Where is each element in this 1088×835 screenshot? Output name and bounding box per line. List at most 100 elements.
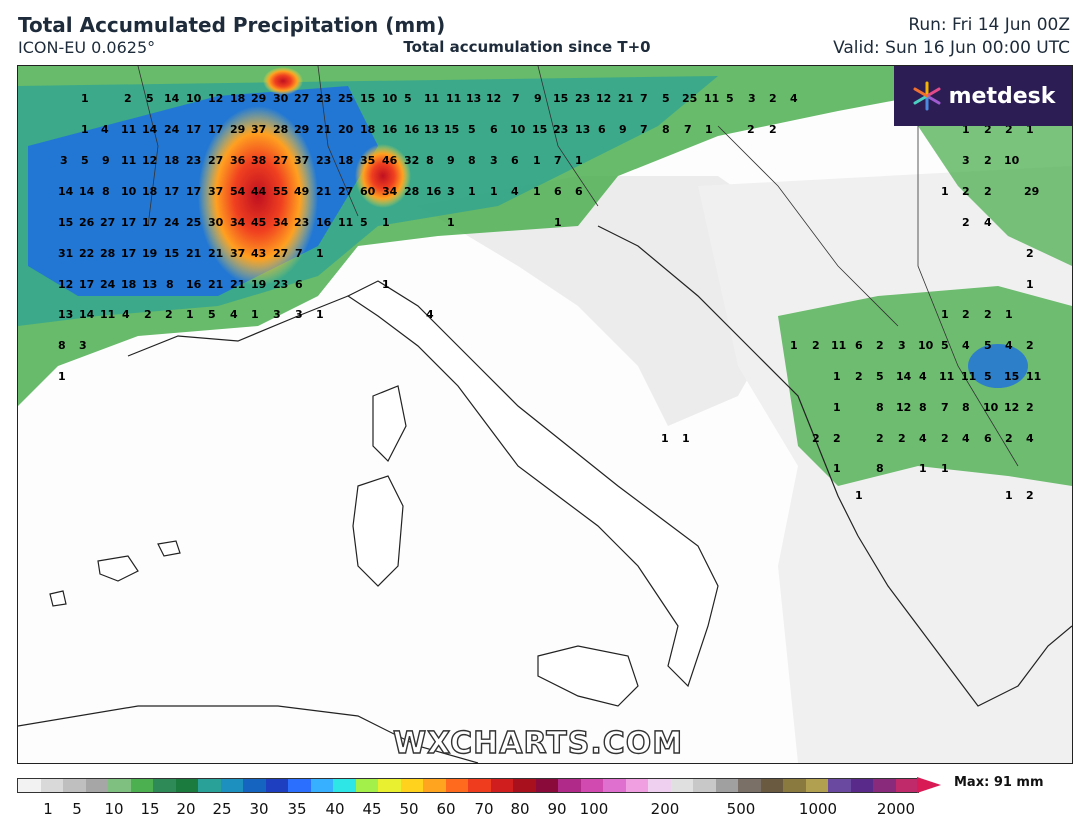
precip-value-label: 12 xyxy=(596,92,612,105)
metdesk-logo: metdesk xyxy=(894,66,1072,126)
precip-value-label: 30 xyxy=(208,216,224,229)
precip-value-label: 2 xyxy=(769,123,777,136)
precip-value-label: 35 xyxy=(360,154,376,167)
scale-segment xyxy=(265,779,288,792)
scale-tick-label: 5 xyxy=(72,800,82,818)
precip-value-label: 15 xyxy=(553,92,569,105)
precip-value-label: 17 xyxy=(164,185,180,198)
precip-value-label: 2 xyxy=(124,92,132,105)
precip-value-label: 3 xyxy=(60,154,68,167)
precip-value-label: 4 xyxy=(919,370,927,383)
accumulation-subtitle: Total accumulation since T+0 xyxy=(403,38,651,56)
greece-coast xyxy=(857,535,1072,707)
precip-value-label: 17 xyxy=(79,278,95,291)
precip-value-label: 15 xyxy=(164,247,180,260)
precip-balkans-blue xyxy=(968,344,1028,388)
precip-value-label: 14 xyxy=(164,92,180,105)
precip-value-label: 27 xyxy=(100,216,116,229)
precip-value-label: 15 xyxy=(360,92,376,105)
precip-value-label: 28 xyxy=(404,185,420,198)
precip-value-label: 27 xyxy=(338,185,354,198)
precip-value-label: 1 xyxy=(855,489,863,502)
precip-value-label: 24 xyxy=(164,216,180,229)
precip-value-label: 37 xyxy=(294,154,310,167)
precip-value-label: 30 xyxy=(273,92,289,105)
precip-value-label: 13 xyxy=(142,278,158,291)
precip-value-label: 1 xyxy=(468,185,476,198)
precip-value-label: 17 xyxy=(142,216,158,229)
valid-label: Valid: Sun 16 Jun 00:00 UTC xyxy=(833,38,1070,58)
sicily-outline xyxy=(537,645,639,707)
scale-segment xyxy=(558,779,581,792)
precip-value-label: 16 xyxy=(426,185,442,198)
scale-tick-label: 70 xyxy=(474,800,494,818)
scale-segment xyxy=(670,779,693,792)
precip-value-label: 11 xyxy=(121,123,137,136)
precip-value-label: 8 xyxy=(962,401,970,414)
precip-value-label: 22 xyxy=(79,247,95,260)
precip-value-label: 23 xyxy=(186,154,202,167)
scale-segment xyxy=(805,779,828,792)
precip-value-label: 16 xyxy=(382,123,398,136)
precip-value-label: 5 xyxy=(984,370,992,383)
precip-value-label: 55 xyxy=(273,185,289,198)
precip-value-label: 4 xyxy=(919,432,927,445)
precip-value-label: 5 xyxy=(208,308,216,321)
precip-value-label: 45 xyxy=(251,216,267,229)
scale-tick-label: 500 xyxy=(726,800,756,818)
precip-value-label: 8 xyxy=(166,278,174,291)
precip-value-label: 18 xyxy=(230,92,246,105)
precip-balkans xyxy=(778,286,1072,486)
precip-value-label: 2 xyxy=(1026,401,1034,414)
precip-value-label: 18 xyxy=(121,278,137,291)
precip-value-label: 10 xyxy=(918,339,934,352)
scale-segment xyxy=(490,779,513,792)
precip-value-label: 5 xyxy=(146,92,154,105)
precip-value-label: 23 xyxy=(294,216,310,229)
precip-value-label: 11 xyxy=(446,92,462,105)
precip-value-label: 1 xyxy=(316,247,324,260)
precip-value-label: 13 xyxy=(58,308,74,321)
precip-value-label: 34 xyxy=(273,216,289,229)
precip-value-label: 24 xyxy=(164,123,180,136)
precip-value-label: 6 xyxy=(490,123,498,136)
precip-value-label: 17 xyxy=(186,185,202,198)
precip-value-label: 21 xyxy=(618,92,634,105)
precip-value-label: 1 xyxy=(682,432,690,445)
precip-value-label: 7 xyxy=(684,123,692,136)
scale-segment xyxy=(445,779,468,792)
precip-value-label: 5 xyxy=(404,92,412,105)
scale-tick-label: 200 xyxy=(650,800,680,818)
precip-value-label: 9 xyxy=(447,154,455,167)
wxcharts-watermark: WXCHARTS.COM xyxy=(392,725,684,761)
precip-value-label: 1 xyxy=(941,462,949,475)
precip-value-label: 27 xyxy=(294,92,310,105)
scale-tick-label: 1 xyxy=(43,800,53,818)
precip-value-label: 10 xyxy=(1004,154,1020,167)
precip-value-label: 2 xyxy=(984,154,992,167)
precip-value-label: 11 xyxy=(704,92,720,105)
precip-value-label: 21 xyxy=(186,247,202,260)
precip-value-label: 6 xyxy=(511,154,519,167)
precip-value-label: 9 xyxy=(102,154,110,167)
precip-value-label: 29 xyxy=(1024,185,1040,198)
scale-segment xyxy=(63,779,86,792)
precip-value-label: 28 xyxy=(273,123,289,136)
precip-value-label: 1 xyxy=(81,123,89,136)
precip-value-label: 2 xyxy=(984,308,992,321)
scale-segment xyxy=(333,779,356,792)
border-lines xyxy=(137,66,1019,467)
scale-segment xyxy=(198,779,221,792)
scale-segment xyxy=(153,779,176,792)
precip-value-label: 6 xyxy=(295,278,303,291)
precip-value-label: 4 xyxy=(962,432,970,445)
precip-value-label: 25 xyxy=(682,92,698,105)
scale-segment xyxy=(783,779,806,792)
precip-value-label: 2 xyxy=(855,370,863,383)
precip-value-label: 3 xyxy=(447,185,455,198)
precip-value-label: 4 xyxy=(962,339,970,352)
scale-segment xyxy=(625,779,648,792)
scale-tick-label: 35 xyxy=(287,800,307,818)
precip-value-label: 8 xyxy=(58,339,66,352)
precip-value-label: 16 xyxy=(186,278,202,291)
